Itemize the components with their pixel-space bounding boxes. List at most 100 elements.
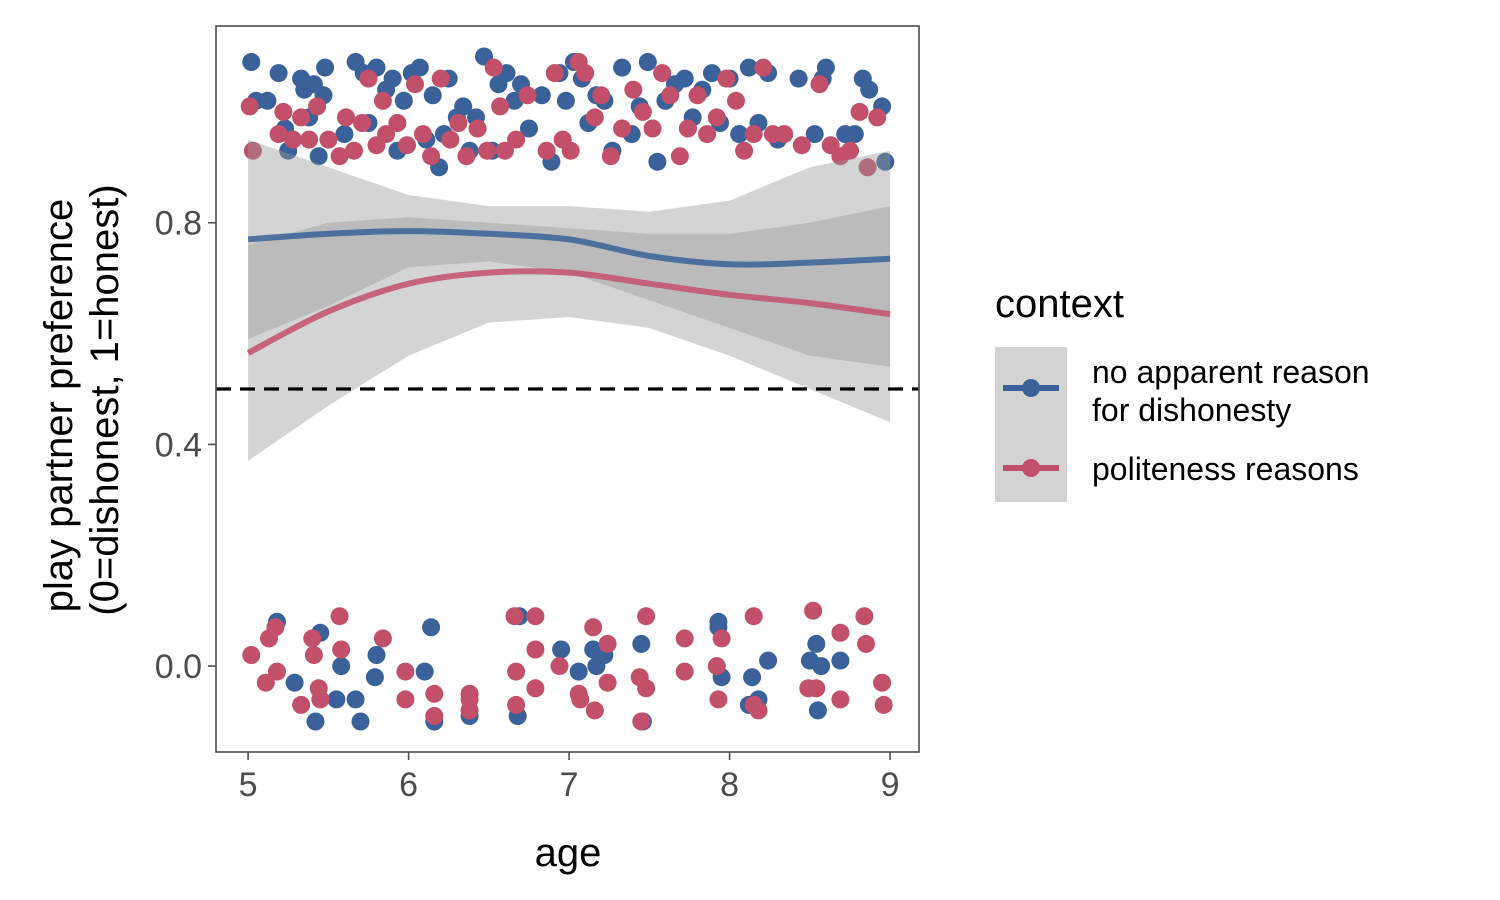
point-s1-44 xyxy=(633,102,652,121)
point-s0-105 xyxy=(743,668,762,687)
point-s1-78 xyxy=(330,607,349,626)
legend-key-background xyxy=(995,347,1067,502)
point-s1-23 xyxy=(441,130,460,149)
series-1-line xyxy=(246,268,891,356)
point-s1-48 xyxy=(670,147,689,166)
point-s1-97 xyxy=(584,618,603,637)
point-s0-21 xyxy=(394,91,413,110)
point-s1-96 xyxy=(571,690,590,709)
point-s0-43 xyxy=(556,91,575,110)
point-s0-85 xyxy=(351,712,370,731)
point-s1-114 xyxy=(804,601,823,620)
point-s1-92 xyxy=(526,640,545,659)
point-s0-107 xyxy=(759,651,778,670)
point-s1-12 xyxy=(353,114,372,132)
point-s1-20 xyxy=(414,125,432,144)
point-s1-0 xyxy=(240,97,259,116)
point-s1-91 xyxy=(526,607,545,626)
point-s1-110 xyxy=(744,607,763,626)
confidence-band-1 xyxy=(248,206,891,461)
point-s0-57 xyxy=(675,69,694,88)
legend-title: context xyxy=(995,282,1124,326)
point-s1-118 xyxy=(855,607,874,626)
point-s1-50 xyxy=(688,86,707,105)
x-tick-label-1: 6 xyxy=(399,766,418,804)
point-s0-83 xyxy=(332,657,351,676)
confidence-band-0 xyxy=(248,139,891,367)
point-s0-30 xyxy=(454,97,473,116)
point-s1-33 xyxy=(537,141,556,160)
point-s1-56 xyxy=(744,125,763,144)
point-s1-109 xyxy=(712,629,731,648)
point-s0-95 xyxy=(569,662,588,681)
point-s0-23 xyxy=(410,58,429,77)
point-s1-28 xyxy=(484,58,503,77)
point-s1-27 xyxy=(478,141,497,160)
point-s1-80 xyxy=(373,629,392,648)
point-s1-41 xyxy=(601,147,620,166)
point-s1-89 xyxy=(507,662,526,681)
point-s1-120 xyxy=(873,673,892,692)
legend-key-point-0 xyxy=(1022,379,1040,397)
point-s1-108 xyxy=(709,690,728,709)
point-s0-82 xyxy=(327,690,346,709)
point-s1-82 xyxy=(396,690,415,709)
point-s0-40 xyxy=(532,86,551,105)
point-s1-16 xyxy=(377,125,396,144)
point-s0-80 xyxy=(306,712,325,731)
point-s0-19 xyxy=(383,69,402,88)
point-s1-36 xyxy=(561,141,580,160)
point-s1-74 xyxy=(303,629,322,648)
point-s1-54 xyxy=(727,91,745,110)
point-s0-63 xyxy=(730,125,749,144)
point-s1-21 xyxy=(422,147,441,166)
point-s1-65 xyxy=(850,102,869,121)
legend-label-1-0: politeness reasons xyxy=(1092,451,1359,487)
point-s1-13 xyxy=(359,69,378,88)
point-s1-2 xyxy=(269,125,288,144)
point-s1-22 xyxy=(431,69,450,88)
point-s1-3 xyxy=(274,102,293,121)
point-s1-25 xyxy=(457,147,476,166)
point-s0-94 xyxy=(552,640,571,659)
point-s1-11 xyxy=(345,141,363,160)
point-s1-29 xyxy=(491,97,510,116)
point-s0-12 xyxy=(316,58,335,77)
legend-label-0-1: for dishonesty xyxy=(1092,392,1291,428)
point-s1-100 xyxy=(598,673,617,692)
x-tick-label-4: 9 xyxy=(881,766,900,804)
point-s0-64 xyxy=(739,58,758,77)
point-s1-5 xyxy=(292,108,311,127)
plot-area xyxy=(216,47,919,731)
point-s0-25 xyxy=(423,86,442,105)
point-s1-106 xyxy=(675,662,694,681)
point-s1-26 xyxy=(468,119,487,138)
point-s1-93 xyxy=(526,679,545,698)
y-tick-label-2: 0.8 xyxy=(155,205,202,243)
x-tick-label-3: 8 xyxy=(720,766,739,804)
point-s1-73 xyxy=(292,695,311,714)
point-s1-117 xyxy=(831,690,850,709)
point-s0-68 xyxy=(789,69,808,88)
point-s1-90 xyxy=(507,695,526,714)
point-s1-46 xyxy=(653,64,672,83)
point-s1-87 xyxy=(460,701,479,720)
point-s1-40 xyxy=(592,86,611,105)
legend-key-point-1 xyxy=(1022,459,1040,477)
point-s1-88 xyxy=(505,607,524,626)
point-s1-79 xyxy=(332,640,351,659)
point-s1-24 xyxy=(449,114,468,132)
panel-border xyxy=(215,25,920,753)
point-s0-79 xyxy=(285,673,304,692)
point-s1-59 xyxy=(775,125,794,144)
point-s1-8 xyxy=(319,130,338,149)
y-axis-title-line-1: play partner preference xyxy=(37,199,81,613)
point-s1-103 xyxy=(637,607,656,626)
point-s0-2 xyxy=(258,91,277,110)
point-s1-104 xyxy=(637,679,656,698)
point-s1-1 xyxy=(243,141,262,160)
series-1-points xyxy=(240,53,893,731)
point-s1-57 xyxy=(754,58,773,77)
point-s1-121 xyxy=(874,695,893,714)
